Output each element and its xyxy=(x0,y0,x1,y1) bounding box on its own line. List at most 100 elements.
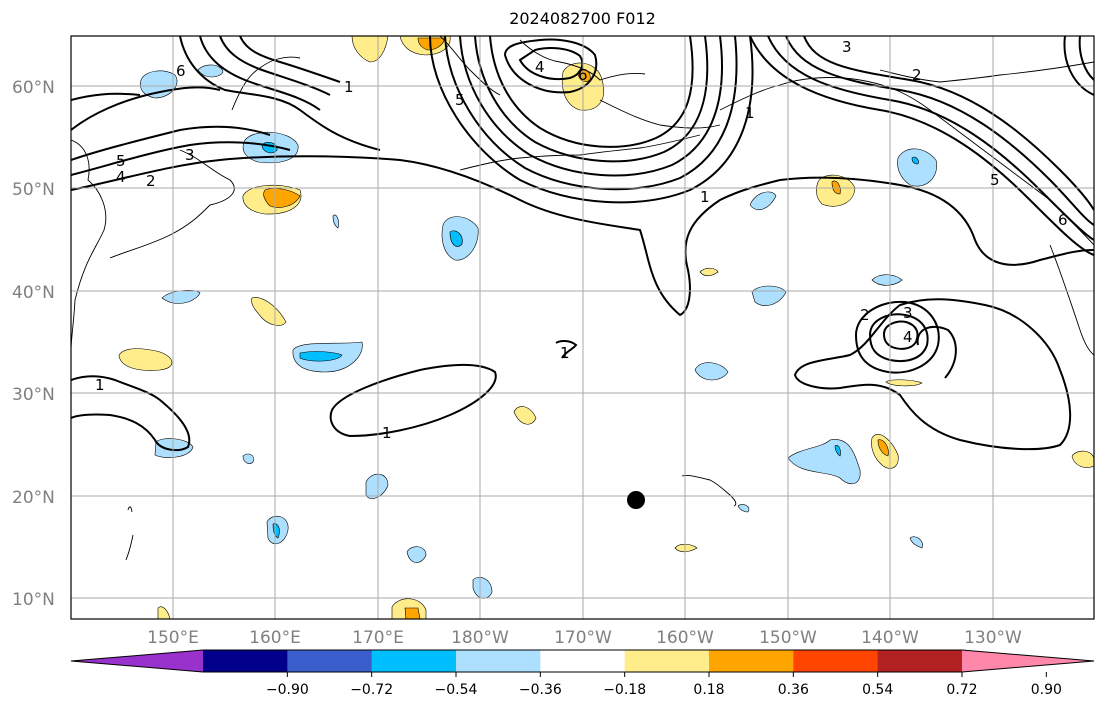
colorbar-extend-max xyxy=(962,650,1094,672)
contour-label: 2 xyxy=(146,172,156,190)
positive-anomaly-blob xyxy=(404,607,421,619)
colorbar-bin xyxy=(371,650,457,672)
lon-label: 130°W xyxy=(964,628,1022,648)
colorbar-tick-label: −0.36 xyxy=(519,682,562,698)
map-title: 2024082700 F012 xyxy=(509,9,656,28)
contour-label: 1 xyxy=(95,376,105,394)
contour-lines xyxy=(71,36,1094,452)
storm-position-dot xyxy=(627,491,645,509)
negative-anomaly-blob xyxy=(751,285,787,306)
negative-anomaly-blob xyxy=(406,546,427,563)
contour-label: 1 xyxy=(700,188,710,206)
contour-label: 4 xyxy=(535,58,545,76)
colorbar-bin xyxy=(287,650,373,672)
contour-label: 1 xyxy=(344,78,354,96)
lon-label: 170°E xyxy=(352,628,404,648)
negative-anomaly-blob xyxy=(749,191,777,211)
colorbar-bin xyxy=(709,650,794,672)
negative-anomaly-blob xyxy=(787,439,861,485)
negative-anomaly-blob xyxy=(242,453,254,464)
lon-label: 170°W xyxy=(554,628,612,648)
lat-label-60n: 60°N xyxy=(12,78,55,98)
negative-anomaly-blob xyxy=(299,351,343,362)
contour-label: 6 xyxy=(578,66,588,84)
colorbar-tick-label: −0.18 xyxy=(603,682,646,698)
colorbar-bin xyxy=(877,650,963,672)
lat-label-40n: 40°N xyxy=(12,283,55,303)
positive-anomaly-blob xyxy=(1071,450,1094,468)
negative-anomaly-blob xyxy=(897,148,937,187)
positive-anomaly-blob xyxy=(263,188,301,208)
negative-anomaly-blob xyxy=(737,504,750,513)
lat-label-20n: 20°N xyxy=(12,488,55,508)
lat-label-30n: 30°N xyxy=(12,385,55,405)
contour-label: 4 xyxy=(903,328,913,346)
positive-anomaly-blob xyxy=(118,348,173,371)
positive-anomaly-blob xyxy=(157,606,171,619)
negative-anomaly-blob xyxy=(694,362,729,381)
map-frame xyxy=(70,35,1095,620)
contour-label: 1 xyxy=(745,104,755,122)
contour-label: 5 xyxy=(116,152,126,170)
colorbar-tick-label: 0.90 xyxy=(1031,682,1062,698)
negative-anomaly-blob xyxy=(332,214,339,229)
colorbar-bin xyxy=(540,650,626,672)
negative-anomaly-blob xyxy=(154,438,194,458)
graticule xyxy=(71,36,1094,619)
positive-anomaly-blob xyxy=(877,439,889,457)
contour-label: 3 xyxy=(842,38,852,56)
contour-label: 1 xyxy=(560,344,570,362)
negative-anomaly-blob xyxy=(909,536,923,549)
lon-label: 150°W xyxy=(759,628,817,648)
colorbar-outline xyxy=(70,649,1095,673)
negative-anomaly-blob xyxy=(472,577,493,599)
negative-anomaly-blob xyxy=(911,156,919,165)
contour-label: 4 xyxy=(116,168,126,186)
colorbar-tick-label: 0.72 xyxy=(946,682,977,698)
contour-label: 3 xyxy=(185,146,195,164)
negative-anomaly-blob xyxy=(365,473,389,499)
lon-label: 160°W xyxy=(656,628,714,648)
contour-label: 2 xyxy=(860,306,870,324)
shaded-anomalies xyxy=(118,36,1094,619)
positive-anomaly-blob xyxy=(885,379,923,387)
contour-label: 3 xyxy=(903,304,913,322)
lat-label-10n: 10°N xyxy=(12,590,55,610)
negative-anomaly-blob xyxy=(449,230,463,247)
lon-label: 180°W xyxy=(451,628,509,648)
colorbar-bin xyxy=(456,650,541,672)
positive-anomaly-blob xyxy=(699,267,719,277)
positive-anomaly-blob xyxy=(417,37,446,51)
longitude-labels: 150°E 160°E 170°E 180°W 170°W 160°W 150°… xyxy=(147,628,1022,648)
negative-anomaly-blob xyxy=(197,64,224,78)
positive-anomaly-blob xyxy=(351,36,389,63)
positive-anomaly-blob xyxy=(513,406,537,425)
contour-value-labels: 6 5 4 3 2 1 1 1 1 5 6 4 3 2 5 6 1 2 3 4 … xyxy=(95,38,1068,442)
lon-label: 150°E xyxy=(147,628,199,648)
contour-label: 6 xyxy=(1058,211,1068,229)
coastlines xyxy=(71,36,1094,561)
contour-label: 5 xyxy=(455,91,465,109)
colorbar-extend-min xyxy=(71,650,203,672)
negative-anomaly-blob xyxy=(161,289,201,304)
colorbar-bin xyxy=(793,650,879,672)
colorbar-bin xyxy=(203,650,288,672)
lon-label: 160°E xyxy=(249,628,301,648)
contour-label: 6 xyxy=(176,62,186,80)
positive-anomaly-blob xyxy=(251,297,287,326)
contour-label: 2 xyxy=(912,66,922,84)
contour-label: 1 xyxy=(382,424,392,442)
colorbar-tick-label: −0.72 xyxy=(350,682,393,698)
negative-anomaly-blob xyxy=(140,70,178,99)
colorbar-tick-label: 0.18 xyxy=(693,682,724,698)
lat-label-50n: 50°N xyxy=(12,180,55,200)
positive-anomaly-blob xyxy=(674,543,698,553)
colorbar-tick-label: −0.90 xyxy=(266,682,309,698)
contour-label: 5 xyxy=(990,171,1000,189)
colorbar: −0.90 −0.72 −0.54 −0.36 −0.18 0.18 0.36 0.54 0.7… xyxy=(70,649,1095,698)
colorbar-tick-label: 0.54 xyxy=(862,682,893,698)
colorbar-bin xyxy=(624,650,710,672)
colorbar-tick-label: 0.36 xyxy=(778,682,809,698)
lon-label: 140°W xyxy=(861,628,919,648)
